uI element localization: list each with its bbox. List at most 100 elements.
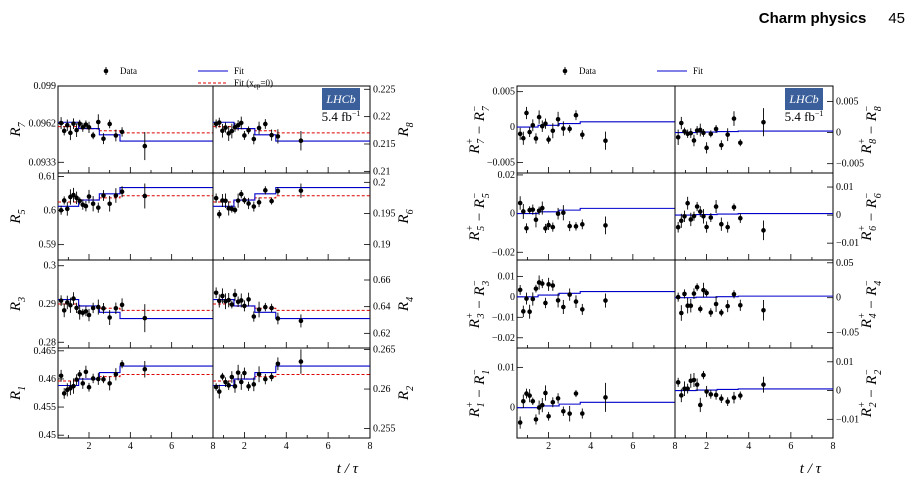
data-point xyxy=(704,389,709,394)
y-tick-label: 0.005 xyxy=(836,97,859,108)
data-point xyxy=(685,386,690,391)
lhcb-logo-text: LHCb xyxy=(788,92,818,106)
data-point xyxy=(521,398,526,404)
x-tick-label: 8 xyxy=(211,441,216,452)
data-point xyxy=(603,395,608,400)
data-point xyxy=(694,284,700,290)
data-point xyxy=(713,301,719,307)
fit-line xyxy=(517,291,675,298)
data-point xyxy=(68,130,73,136)
data-point xyxy=(77,372,82,377)
data-point xyxy=(90,376,96,381)
data-point xyxy=(226,297,231,303)
y-tick-label: 0.05 xyxy=(836,258,854,269)
data-point xyxy=(761,307,766,313)
data-point xyxy=(80,124,86,130)
x-tick-label: 2 xyxy=(242,441,247,452)
data-point xyxy=(275,361,281,367)
data-point xyxy=(539,123,545,129)
y-tick-label: 0 xyxy=(510,209,515,220)
fit-line xyxy=(675,388,833,392)
y-tick-label: −0.01 xyxy=(836,414,859,425)
data-point xyxy=(269,305,274,311)
data-point xyxy=(580,307,585,312)
data-point xyxy=(83,369,89,375)
data-point xyxy=(694,204,700,209)
data-point xyxy=(567,411,572,416)
data-point xyxy=(242,370,247,376)
data-point xyxy=(74,377,79,382)
x-tick-label: 2 xyxy=(546,441,551,452)
data-point xyxy=(256,307,262,312)
data-point xyxy=(725,224,730,230)
data-point xyxy=(539,281,545,286)
lhcb-logo xyxy=(322,88,360,110)
data-point xyxy=(533,417,539,422)
data-point xyxy=(220,374,225,379)
data-point xyxy=(536,208,542,213)
y-tick-label: 0.59 xyxy=(39,240,57,251)
data-point xyxy=(275,188,281,194)
data-point xyxy=(65,206,70,212)
y-tick-label: 0.29 xyxy=(39,299,57,310)
x-tick-label: 4 xyxy=(588,441,593,452)
data-point xyxy=(251,204,257,209)
cell-frame xyxy=(57,172,214,261)
data-point xyxy=(527,309,532,315)
y-tick-label: 0.01 xyxy=(498,362,516,373)
data-point xyxy=(101,306,106,311)
y-axis-label: R8 xyxy=(396,122,416,137)
data-point xyxy=(685,200,690,206)
data-point xyxy=(101,377,106,382)
data-point xyxy=(517,131,523,137)
lhcb-logo-text: LHCb xyxy=(325,92,355,106)
x-tick-label: 4 xyxy=(128,441,133,452)
data-point xyxy=(675,134,681,140)
y-tick-label: −0.05 xyxy=(836,328,859,339)
data-point xyxy=(263,121,268,127)
cell-frame xyxy=(212,259,371,349)
data-point xyxy=(536,405,542,410)
data-point xyxy=(119,189,125,195)
data-point xyxy=(539,205,545,211)
data-point xyxy=(761,119,766,125)
data-point xyxy=(679,310,684,316)
fit-line xyxy=(517,121,675,128)
section-title: Charm physics xyxy=(758,10,867,27)
data-point xyxy=(550,283,556,288)
y-tick-label: 0.6 xyxy=(44,206,57,217)
data-point xyxy=(238,120,244,126)
data-point xyxy=(761,228,766,233)
data-point xyxy=(580,222,585,227)
data-point xyxy=(216,120,222,125)
data-point xyxy=(697,402,703,408)
data-point xyxy=(298,138,304,144)
data-point xyxy=(90,201,96,207)
fit-line xyxy=(58,365,213,387)
y-tick-label: 0.22 xyxy=(373,112,391,123)
data-point xyxy=(679,218,684,224)
y-tick-label: 0 xyxy=(510,292,515,303)
data-point xyxy=(58,298,64,303)
data-point xyxy=(58,373,64,379)
data-point xyxy=(71,192,76,198)
data-point xyxy=(113,193,119,198)
data-point xyxy=(269,198,274,204)
data-point xyxy=(96,205,101,210)
data-point xyxy=(113,371,119,377)
cell-frame xyxy=(57,85,214,174)
data-point xyxy=(246,297,251,302)
y-tick-label: −0.005 xyxy=(836,159,864,170)
data-point xyxy=(101,136,106,141)
data-point xyxy=(96,376,101,382)
data-point xyxy=(694,382,700,387)
data-point xyxy=(697,127,703,133)
y-axis-label: R3 xyxy=(8,297,28,312)
y-axis-label: R+3 − R−3 xyxy=(465,280,492,329)
data-point xyxy=(238,379,244,385)
data-point xyxy=(725,399,730,404)
data-point xyxy=(83,309,89,314)
data-point xyxy=(719,142,724,148)
data-point xyxy=(86,194,92,199)
